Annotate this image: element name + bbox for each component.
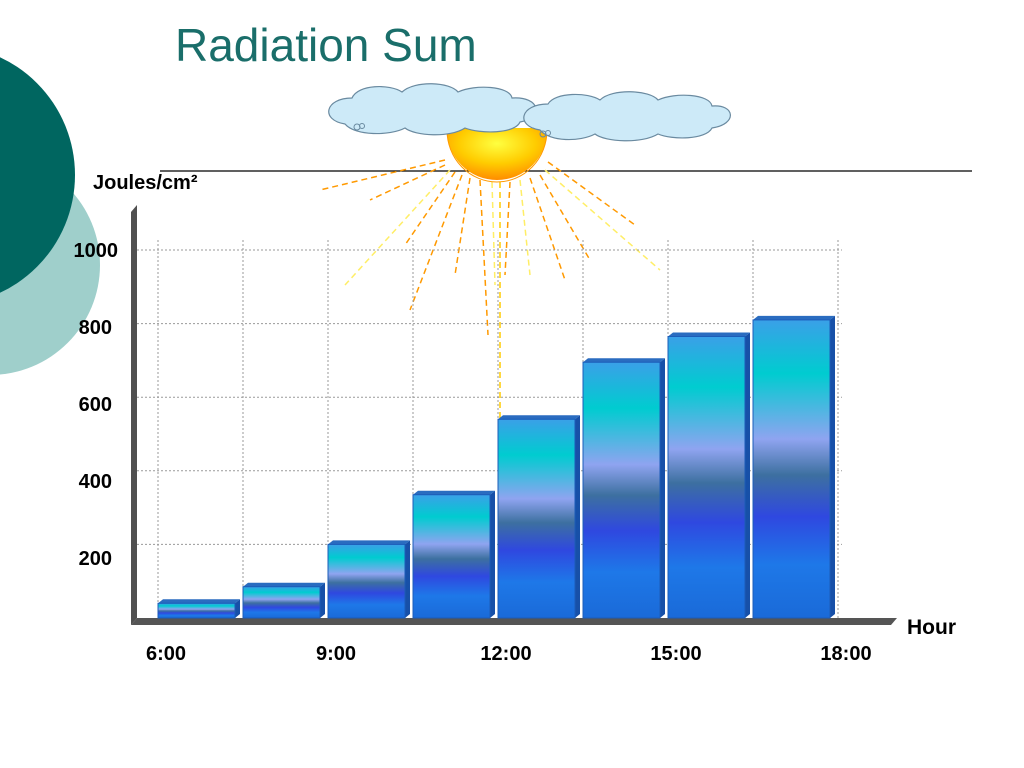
bar <box>412 490 495 619</box>
y-tick-label: 600 <box>78 394 112 416</box>
bar <box>157 599 240 619</box>
y-axis-label: Joules/cm² <box>93 172 198 194</box>
x-axis <box>131 618 897 625</box>
bars <box>157 315 835 619</box>
sun-ray <box>369 164 446 201</box>
bar <box>667 332 750 619</box>
decor-circle-dark <box>0 57 75 293</box>
bar <box>582 358 665 619</box>
x-tick-label: 18:00 <box>820 643 872 665</box>
x-tick-label: 15:00 <box>650 643 702 665</box>
slide-title: Radiation Sum <box>175 19 477 71</box>
sun-ray <box>504 181 511 276</box>
y-tick-label: 1000 <box>73 240 119 262</box>
sun-ray <box>454 177 471 276</box>
x-tick-label: 9:00 <box>315 643 357 665</box>
bar <box>242 582 325 619</box>
bar <box>497 415 580 619</box>
y-tick-label: 800 <box>78 317 112 339</box>
bar <box>752 315 835 619</box>
x-axis-label: Hour <box>907 616 956 639</box>
y-tick-label: 400 <box>78 471 112 493</box>
sun-ray <box>547 161 636 226</box>
sun-ray <box>529 177 566 281</box>
sun-ray <box>344 169 451 286</box>
sun-ray <box>539 174 591 261</box>
x-tick-label: 6:00 <box>145 643 187 665</box>
sun-ray <box>479 179 489 336</box>
sun-ray <box>319 159 446 191</box>
cloud-icon <box>328 83 537 136</box>
sun-icon <box>446 128 548 183</box>
sun-ray <box>491 181 496 286</box>
sun-ray <box>404 171 456 246</box>
sun-ray <box>544 169 661 271</box>
sun-ray <box>409 174 463 311</box>
sun-ray <box>519 179 531 276</box>
y-axis <box>131 205 137 625</box>
sun-rays <box>319 159 661 420</box>
cloud-icon-2 <box>523 91 731 142</box>
bar <box>327 540 410 619</box>
y-tick-label: 200 <box>78 548 112 570</box>
x-tick-label: 12:00 <box>480 643 532 665</box>
